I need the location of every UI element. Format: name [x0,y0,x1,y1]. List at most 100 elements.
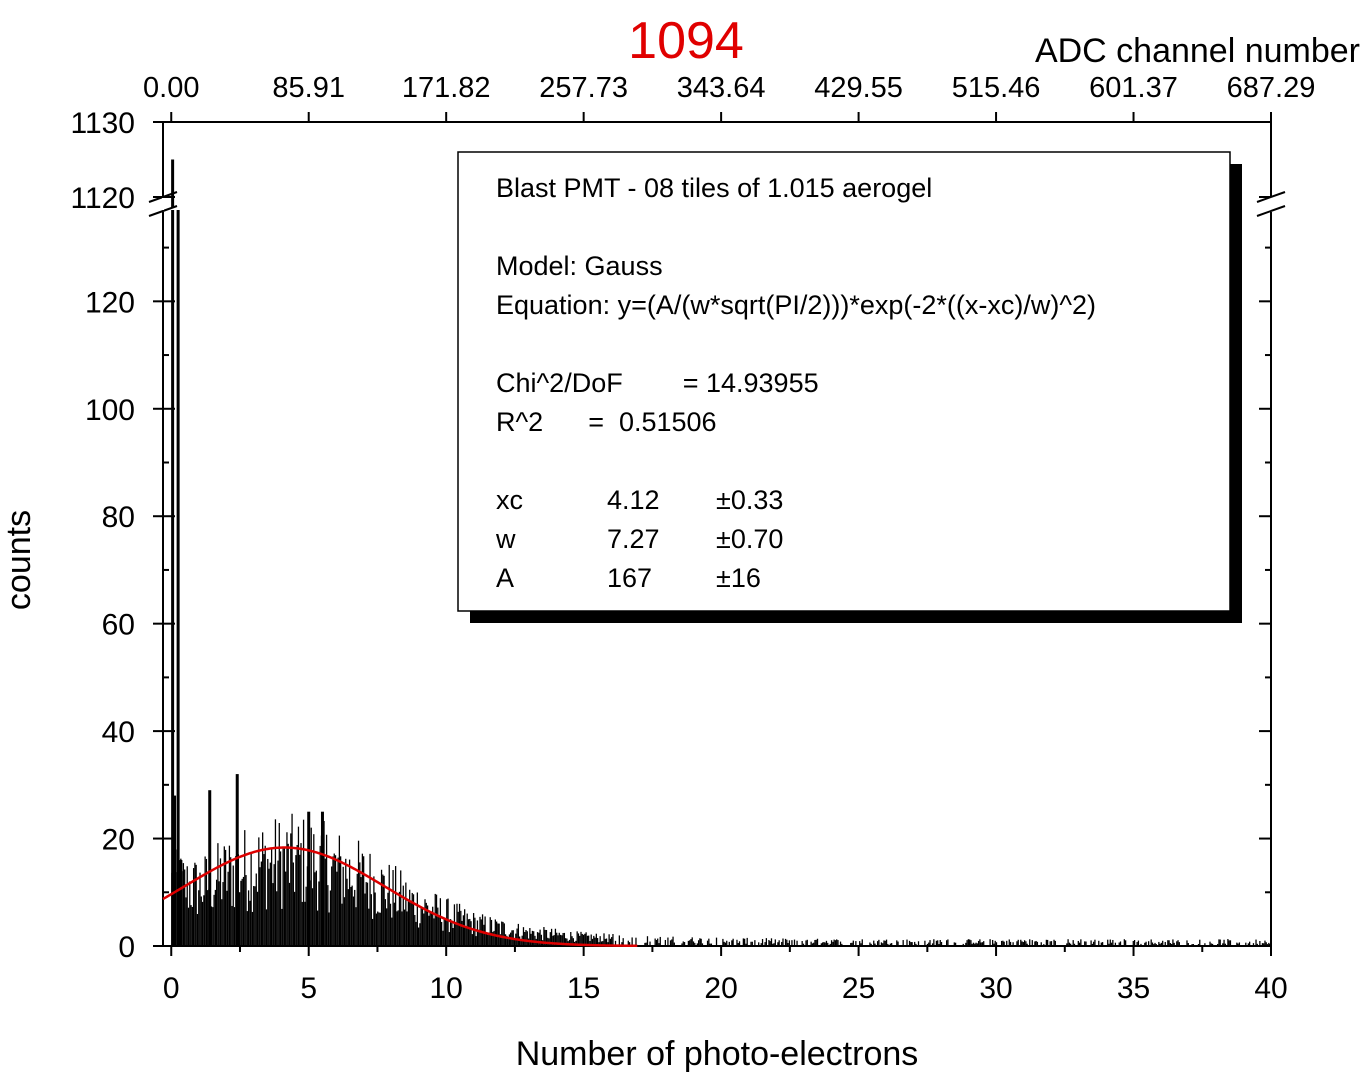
histogram-bar [673,942,675,946]
histogram-bar [802,943,805,946]
histogram-bar [524,931,526,946]
legend-line: Equation: y=(A/(w*sqrt(PI/2)))*exp(-2*((… [496,290,1096,320]
histogram-bar [621,942,623,946]
histogram-bar [1176,941,1178,946]
histogram-bar [426,905,429,946]
histogram-bar [434,893,436,946]
histogram-bar [213,894,215,946]
histogram-bar [392,870,394,946]
histogram-bar [839,941,842,946]
histogram-bar [476,920,479,946]
histogram-bar [824,942,826,946]
histogram-bar [1150,939,1152,946]
histogram-bar [343,897,346,946]
histogram-bar [267,858,269,946]
top-x-tick-label: 257.73 [539,72,628,104]
histogram-bar [255,873,257,946]
histogram-bar [928,942,930,946]
histogram-bar [603,933,605,946]
histogram-bar [218,881,220,946]
histogram-bar [503,923,505,946]
histogram-bar [1002,940,1004,946]
histogram-bar [333,853,335,946]
histogram-bar [478,929,480,946]
histogram-bar [227,871,229,946]
histogram-bar [728,941,730,946]
histogram-bar [742,938,744,946]
histogram-bar [1140,943,1142,946]
histogram-bar [612,934,614,946]
histogram-bar [975,942,977,946]
histogram-bar [687,940,690,946]
histogram-bar [1066,943,1068,946]
histogram-bar [782,938,784,946]
histogram-bar [657,938,659,946]
histogram-bar [455,924,457,946]
histogram-bar [492,931,494,946]
histogram-bar [334,855,337,946]
histogram-bar [375,913,378,946]
histogram-bar [448,932,450,946]
histogram-bar [1159,943,1161,946]
histogram-bar [409,889,411,946]
histogram-bar [272,883,274,946]
histogram-bar [1247,943,1249,946]
histogram-bar [502,921,504,946]
histogram-bar [933,939,935,946]
histogram-bar [935,940,938,946]
y-tick-label-upper: 1130 [70,107,135,140]
histogram-bar [415,921,417,946]
histogram-bar [518,936,521,946]
histogram-bar [194,862,196,946]
histogram-bar [965,942,967,946]
histogram-bar [315,870,317,946]
histogram-bar [398,891,401,946]
top-x-tick-label: 687.29 [1227,72,1316,104]
histogram-bar [550,928,553,946]
histogram-bar [589,941,591,946]
histogram-bar [1177,940,1179,946]
histogram-bar [489,917,491,946]
histogram-bar [869,942,871,946]
histogram-bar [832,941,834,946]
histogram-bar [1238,942,1241,946]
histogram-bar [245,875,247,946]
histogram-bar [1123,939,1125,946]
histogram-bar [1008,939,1010,946]
histogram-bars [171,159,1271,946]
histogram-bar [787,943,789,946]
histogram-bar [251,911,254,946]
histogram-bar [724,942,727,946]
histogram-bar [1022,942,1024,946]
histogram-bar [342,866,344,946]
histogram-bar [410,900,412,946]
histogram-bar [361,853,364,946]
histogram-bar [351,885,353,946]
histogram-bar [645,942,647,946]
histogram-bar [788,940,791,946]
histogram-bar [205,858,208,946]
histogram-bar [324,858,326,946]
y-tick-label-upper: 1120 [70,182,135,215]
histogram-bar [697,940,700,946]
histogram-bar [192,868,195,946]
histogram-bar [263,854,265,946]
histogram-bar [971,943,973,946]
histogram-bar [493,930,495,946]
histogram-bar [469,918,471,946]
histogram-bar [1197,943,1200,946]
histogram-bar [761,939,764,946]
histogram-bar [558,932,560,946]
histogram-bar [186,866,188,946]
histogram-bar [1136,942,1138,946]
legend-line: R^2 = 0.51506 [496,407,717,437]
histogram-bar [810,941,812,946]
histogram-bar [1119,941,1122,946]
top-x-tick-label: 343.64 [677,72,766,104]
histogram-bar [203,895,205,946]
histogram-bar [529,928,531,946]
histogram-bar [655,939,658,946]
histogram-bar [1085,941,1087,946]
histogram-bar [860,943,862,946]
histogram-bar [466,913,468,946]
